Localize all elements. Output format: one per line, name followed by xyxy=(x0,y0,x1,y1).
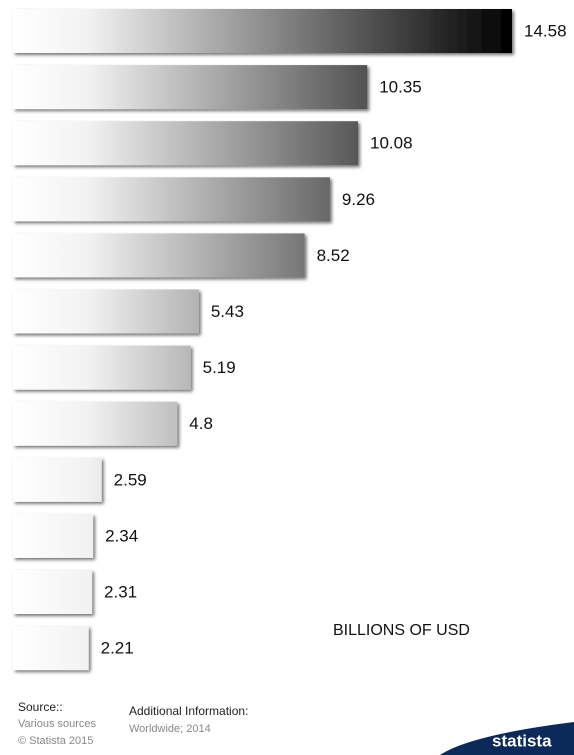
value-label: 10.08 xyxy=(370,134,413,153)
info-title: Additional Information: xyxy=(129,704,248,718)
value-label: 5.19 xyxy=(203,358,236,377)
info: Worldwide; 2014 xyxy=(129,723,211,735)
bars: 14.58 10.35 10.08 9.26 8.52 5.43 5.19 4.8 2.59 2.… xyxy=(13,9,567,671)
source-title: Source:: xyxy=(18,700,63,714)
value-label: 10.35 xyxy=(379,78,422,97)
bar xyxy=(13,401,178,446)
value-label: 4.8 xyxy=(189,414,213,433)
bar xyxy=(13,121,358,166)
bar xyxy=(13,9,512,53)
value-label: 2.31 xyxy=(104,582,137,601)
bar xyxy=(13,177,330,222)
bar xyxy=(13,513,94,558)
unit-label: BILLIONS OF USD xyxy=(333,622,470,639)
value-label: 14.58 xyxy=(524,21,567,40)
bar xyxy=(13,233,305,278)
bar xyxy=(13,626,89,671)
logo: statista xyxy=(492,731,552,750)
bar xyxy=(13,457,102,502)
logo-shape xyxy=(440,722,574,755)
bar xyxy=(13,570,93,614)
value-label: 2.34 xyxy=(105,526,138,545)
value-label: 9.26 xyxy=(342,190,375,209)
bar xyxy=(13,345,191,390)
copyright: © Statista 2015 xyxy=(18,735,93,747)
bar xyxy=(13,65,368,110)
value-label: 5.43 xyxy=(211,302,244,321)
value-label: 2.21 xyxy=(101,639,134,658)
bar xyxy=(13,289,199,334)
source: Various sources xyxy=(18,718,97,730)
value-label: 2.59 xyxy=(114,470,147,489)
value-label: 8.52 xyxy=(317,246,350,265)
